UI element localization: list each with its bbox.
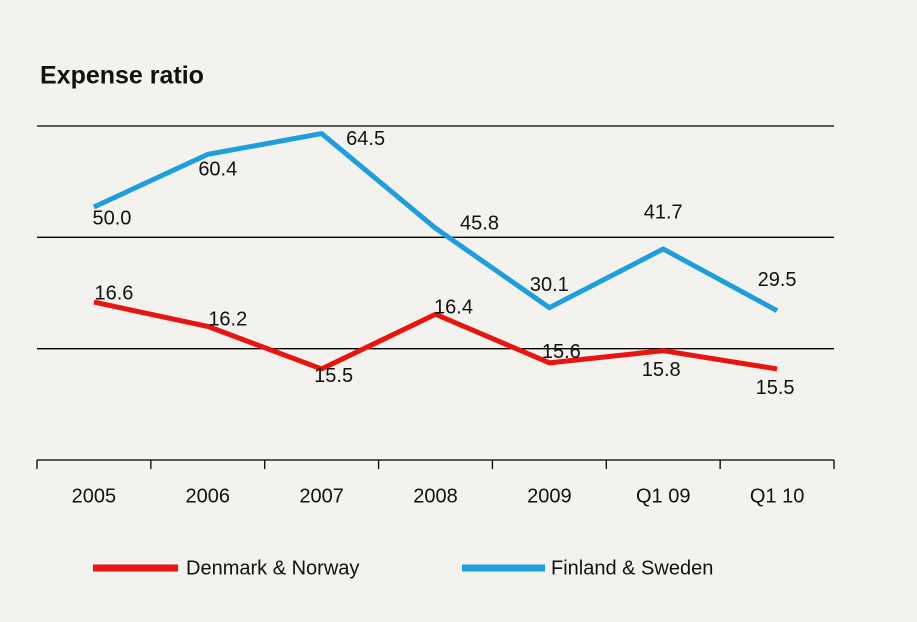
x-tick-label: Q1 10 bbox=[750, 485, 804, 507]
chart-title: Expense ratio bbox=[40, 62, 204, 90]
x-tick-label: Q1 09 bbox=[636, 485, 690, 507]
x-tick-label: 2005 bbox=[72, 485, 117, 507]
data-label: 15.5 bbox=[756, 377, 795, 399]
x-tick-label: 2008 bbox=[413, 485, 458, 507]
data-label: 15.6 bbox=[542, 341, 581, 363]
data-label: 45.8 bbox=[460, 213, 499, 235]
x-tick-label: 2009 bbox=[527, 485, 572, 507]
x-tick-label: 2007 bbox=[299, 485, 344, 507]
legend-label: Finland & Sweden bbox=[551, 557, 713, 579]
data-label: 29.5 bbox=[758, 269, 797, 291]
data-label: 15.5 bbox=[314, 365, 353, 387]
data-label: 15.8 bbox=[642, 359, 681, 381]
x-tick-label: 2006 bbox=[186, 485, 231, 507]
series-line bbox=[92, 131, 779, 313]
data-label: 41.7 bbox=[644, 201, 683, 223]
data-label: 64.5 bbox=[346, 128, 385, 150]
data-label: 50.0 bbox=[92, 207, 131, 229]
legend-label: Denmark & Norway bbox=[186, 557, 359, 579]
data-label: 30.1 bbox=[530, 274, 569, 296]
data-label: 60.4 bbox=[198, 159, 237, 181]
data-label: 16.2 bbox=[208, 309, 247, 331]
series-line bbox=[93, 299, 778, 372]
data-label: 16.4 bbox=[434, 297, 473, 319]
data-label: 16.6 bbox=[94, 282, 133, 304]
